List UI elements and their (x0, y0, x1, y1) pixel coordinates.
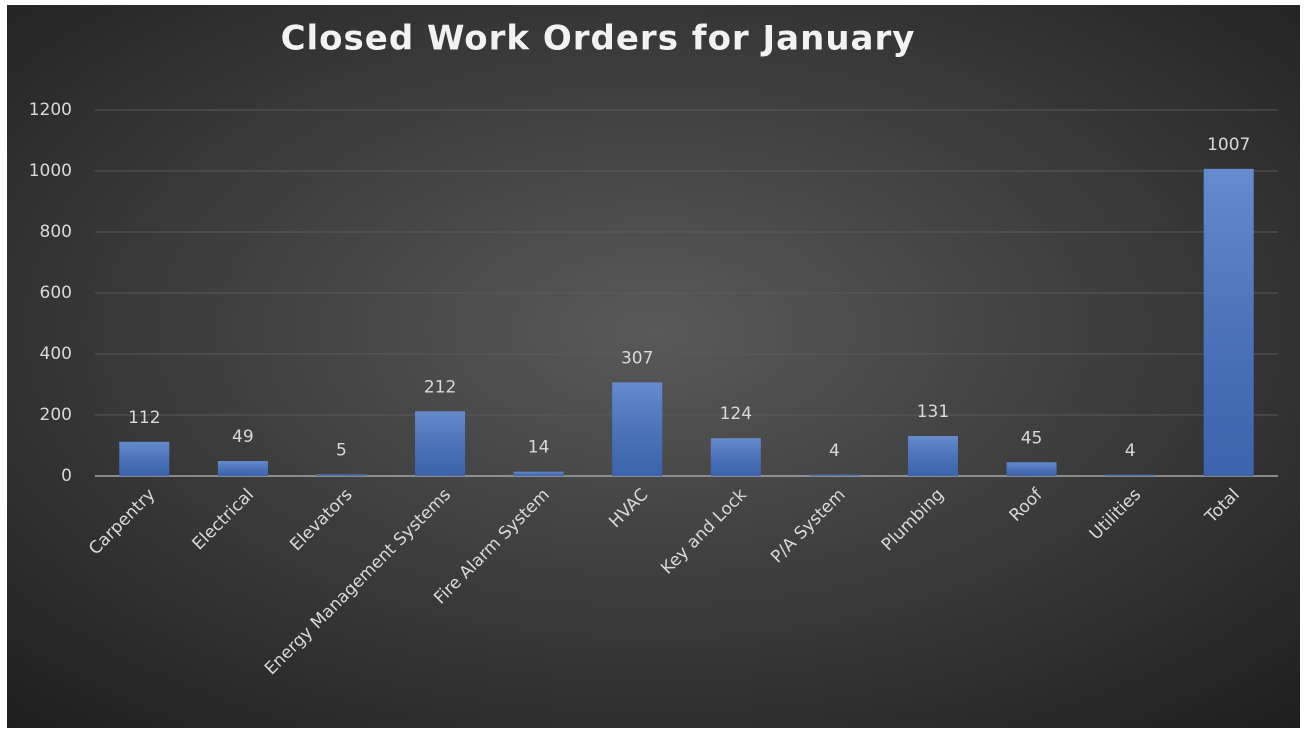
bar-shade (710, 438, 761, 476)
y-tick-label: 1000 (29, 161, 72, 181)
data-label: 124 (720, 404, 752, 424)
bar-shade (612, 382, 663, 476)
data-label: 45 (1021, 428, 1043, 448)
y-tick-label: 1200 (29, 100, 72, 120)
y-tick-label: 0 (61, 466, 72, 486)
y-tick-label: 400 (40, 344, 72, 364)
bar-shade (513, 471, 564, 476)
y-tick-label: 800 (40, 222, 72, 242)
bar-shade (907, 436, 958, 476)
bar-shade (119, 441, 170, 476)
bar-shade (217, 461, 268, 476)
data-label: 131 (917, 402, 949, 422)
data-label: 5 (336, 440, 347, 460)
data-label: 1007 (1207, 135, 1250, 155)
bar-shade (809, 474, 860, 476)
y-tick-label: 200 (40, 405, 72, 425)
bar-shade (1105, 474, 1156, 476)
chart-title: Closed Work Orders for January (281, 19, 916, 59)
bar-shade (316, 474, 367, 476)
chart-background (7, 5, 1300, 728)
data-label: 307 (621, 348, 653, 368)
data-label: 4 (829, 441, 840, 461)
data-label: 4 (1125, 441, 1136, 461)
bar-shade (415, 411, 466, 476)
data-label: 112 (128, 408, 160, 428)
y-tick-label: 600 (40, 283, 72, 303)
data-label: 14 (528, 438, 550, 458)
data-label: 49 (232, 427, 254, 447)
bar-shade (1006, 462, 1057, 476)
data-label: 212 (424, 377, 456, 397)
bar-shade (1203, 168, 1254, 477)
